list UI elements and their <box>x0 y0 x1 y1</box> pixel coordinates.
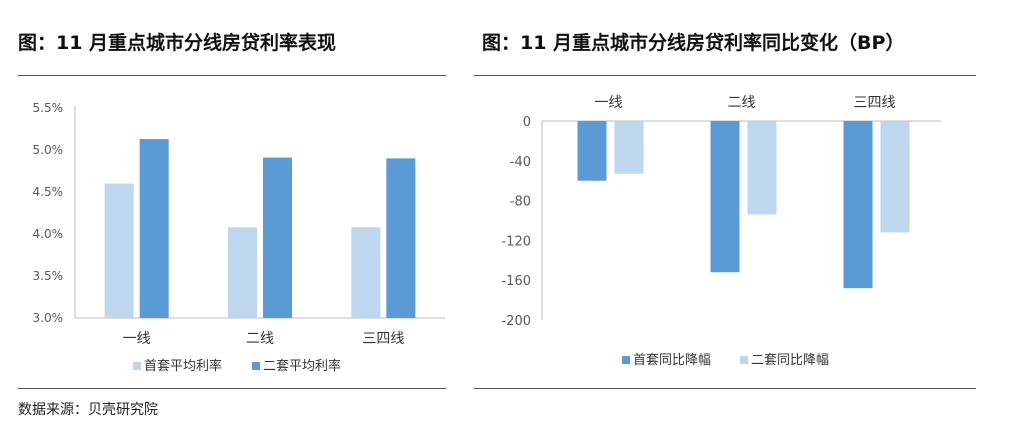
left-y-tick-label: 4.5% <box>33 185 64 199</box>
right-chart-title: 图：11 月重点城市分线房贷利率同比变化（BP） <box>482 32 905 54</box>
right-x-category-label: 二线 <box>728 95 756 111</box>
left-bar-second-home <box>386 158 416 318</box>
left-y-tick-label: 5.5% <box>33 101 64 115</box>
right-x-category-label: 一线 <box>595 95 623 111</box>
right-bar-first-home <box>710 121 740 273</box>
left-bar-second-home <box>139 139 169 318</box>
right-legend-swatch <box>622 356 630 364</box>
right-legend-label: 首套同比降幅 <box>633 352 711 368</box>
left-title-rule <box>18 75 446 76</box>
left-legend-swatch <box>133 362 141 370</box>
right-y-tick-label: -80 <box>510 195 531 210</box>
left-y-tick-label: 3.5% <box>33 269 64 283</box>
right-y-tick-label: -40 <box>510 155 531 170</box>
right-bar-first-home <box>843 121 873 289</box>
left-bar-second-home <box>263 157 292 318</box>
right-bar-first-home <box>577 121 607 181</box>
left-y-tick-label: 3.0% <box>33 311 64 325</box>
left-y-tick-label: 5.0% <box>33 143 64 157</box>
left-chart-title: 图：11 月重点城市分线房贷利率表现 <box>18 32 337 54</box>
left-x-category-label: 二线 <box>246 331 274 347</box>
left-bottom-rule <box>18 388 446 389</box>
left-y-tick-label: 4.0% <box>33 227 64 241</box>
right-legend-label: 二套同比降幅 <box>751 352 829 368</box>
right-title-rule <box>474 75 976 76</box>
right-y-tick-label: -200 <box>501 314 531 329</box>
right-y-tick-label: -120 <box>501 234 531 249</box>
right-x-category-label: 三四线 <box>854 95 896 111</box>
left-x-category-label: 三四线 <box>362 331 404 347</box>
left-legend-label: 首套平均利率 <box>144 358 222 374</box>
left-x-category-label: 一线 <box>123 331 151 347</box>
right-y-tick-label: -160 <box>501 274 531 289</box>
right-bar-second-home <box>614 121 644 174</box>
right-bar-second-home <box>747 121 777 215</box>
source-note: 数据来源：贝壳研究院 <box>18 402 158 418</box>
right-legend-swatch <box>740 356 748 364</box>
left-bar-first-home <box>228 227 257 318</box>
left-legend-label: 二套平均利率 <box>263 358 341 374</box>
left-bar-first-home <box>351 227 381 318</box>
left-legend-swatch <box>252 362 260 370</box>
right-y-tick-label: 0 <box>523 115 531 130</box>
left-chart-panel: 图：11 月重点城市分线房贷利率表现 5.5% 5.0% 4.5% 4.0% 3.5% 3… <box>0 0 460 395</box>
right-chart-panel: 图：11 月重点城市分线房贷利率同比变化（BP） 0 -40 -80 -120 -160… <box>474 0 976 395</box>
right-bottom-rule <box>474 388 976 389</box>
left-bar-first-home <box>104 183 134 318</box>
right-bar-second-home <box>880 121 910 233</box>
